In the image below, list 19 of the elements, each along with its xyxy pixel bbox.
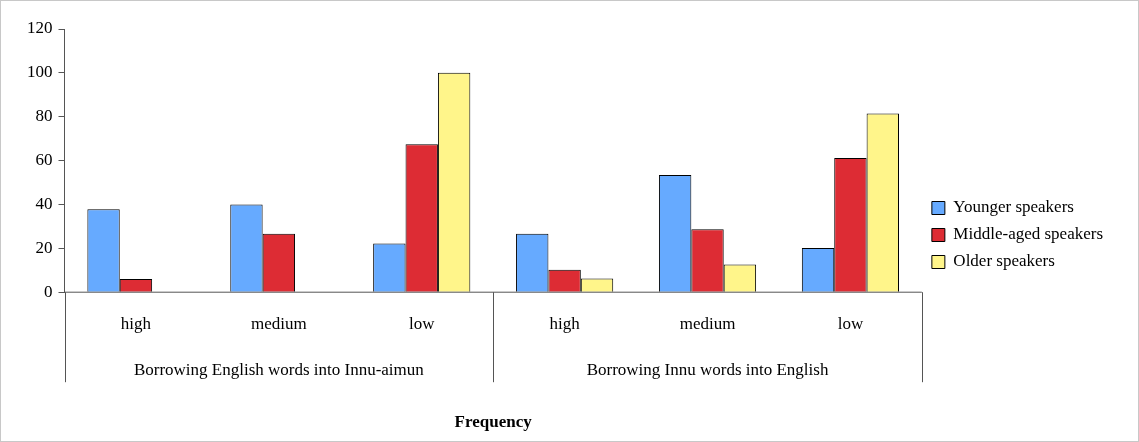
x-tick-label: high [549,313,581,333]
y-tick-label: 60 [35,150,53,170]
legend-label: Older speakers [953,251,1055,271]
text: Borrowing Innu words into English [586,359,829,379]
x-tick-label: medium [250,313,307,333]
x-tick-label: low [837,313,864,333]
legend-label: Middle-aged speakers [953,224,1103,244]
y-tick-label: 0 [44,281,53,301]
y-tick-label: 20 [35,237,53,257]
y-tick-label: 80 [35,106,53,126]
x-tick-label: high [120,313,152,333]
x-tick-label: low [408,313,436,333]
x-axis-title: Frequency [454,412,533,432]
x-tick-label: medium [679,313,736,333]
text: Borrowing English words into Innu-aimun [133,359,425,379]
y-tick-label: 100 [27,62,53,82]
y-tick-label: 40 [35,193,53,213]
y-tick-label: 120 [27,18,53,38]
legend-label: Younger speakers [953,197,1074,217]
